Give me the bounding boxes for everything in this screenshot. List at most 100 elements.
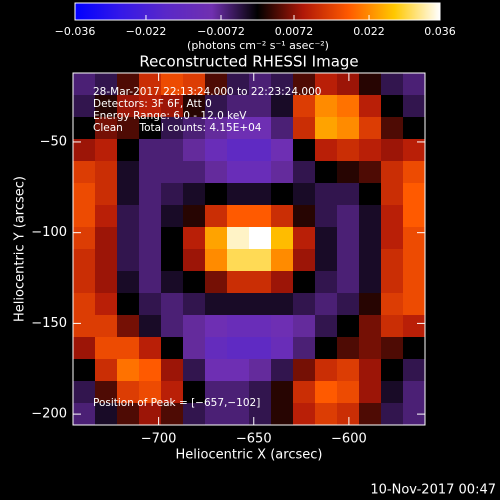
- heatmap-cell: [249, 359, 272, 382]
- heatmap-cell: [249, 315, 272, 338]
- heatmap-cell: [381, 249, 404, 272]
- heatmap-cell: [271, 205, 294, 228]
- heatmap-cell: [249, 337, 272, 360]
- heatmap-cell: [315, 249, 338, 272]
- heatmap-cell: [117, 139, 140, 162]
- chart-title: Reconstructed RHESSI Image: [139, 53, 358, 71]
- heatmap-cell: [249, 271, 272, 294]
- x-tick-label: −600: [331, 432, 367, 447]
- heatmap-cell: [403, 293, 426, 316]
- heatmap-cell: [227, 403, 250, 426]
- heatmap-cell: [183, 95, 206, 118]
- heatmap-cell: [227, 271, 250, 294]
- heatmap-cell: [337, 205, 360, 228]
- heatmap-cell: [381, 183, 404, 206]
- heatmap-cell: [205, 381, 228, 404]
- heatmap-cell: [117, 73, 140, 96]
- heatmap-cell: [249, 183, 272, 206]
- heatmap-cell: [359, 381, 382, 404]
- colorbar-tick-label: 0.036: [424, 25, 456, 38]
- heatmap-cell: [227, 95, 250, 118]
- heatmap-cell: [271, 73, 294, 96]
- heatmap-cell: [403, 271, 426, 294]
- heatmap-cell: [403, 381, 426, 404]
- heatmap-cell: [359, 271, 382, 294]
- heatmap-cell: [271, 183, 294, 206]
- heatmap-cell: [403, 205, 426, 228]
- heatmap-cell: [359, 359, 382, 382]
- heatmap-cell: [205, 205, 228, 228]
- heatmap-cell: [95, 337, 118, 360]
- heatmap-cell: [381, 403, 404, 426]
- heatmap-cell: [117, 381, 140, 404]
- heatmap-cell: [315, 337, 338, 360]
- heatmap-cell: [205, 293, 228, 316]
- heatmap-cell: [183, 117, 206, 140]
- heatmap-cell: [403, 183, 426, 206]
- heatmap-cell: [293, 359, 316, 382]
- heatmap-cell: [183, 205, 206, 228]
- heatmap-cell: [95, 249, 118, 272]
- heatmap-cell: [315, 359, 338, 382]
- heatmap-cell: [315, 271, 338, 294]
- x-tick-label: −700: [141, 432, 177, 447]
- heatmap-cell: [227, 139, 250, 162]
- heatmap-cell: [293, 161, 316, 184]
- heatmap-cell: [139, 205, 162, 228]
- heatmap-cell: [205, 183, 228, 206]
- y-tick-label: −100: [31, 225, 67, 240]
- heatmap-cell: [381, 315, 404, 338]
- heatmap-cell: [95, 271, 118, 294]
- heatmap-cell: [95, 117, 118, 140]
- heatmap-cell: [293, 293, 316, 316]
- heatmap-cell: [73, 183, 96, 206]
- heatmap-cell: [73, 73, 96, 96]
- heatmap-cell: [337, 183, 360, 206]
- heatmap-cell: [183, 403, 206, 426]
- heatmap-cell: [73, 315, 96, 338]
- heatmap-cell: [161, 139, 184, 162]
- heatmap-cell: [359, 293, 382, 316]
- plot-frame: [72, 72, 426, 426]
- heatmap-cell: [359, 205, 382, 228]
- heatmap-cell: [183, 293, 206, 316]
- heatmap-cell: [95, 293, 118, 316]
- colorbar-tick-label: −0.0072: [197, 25, 245, 38]
- heatmap-cell: [205, 337, 228, 360]
- heatmap-cell: [117, 359, 140, 382]
- heatmap-cell: [227, 337, 250, 360]
- heatmap-cell: [161, 205, 184, 228]
- heatmap-cell: [183, 249, 206, 272]
- heatmap-cell: [205, 139, 228, 162]
- heatmap-cell: [73, 95, 96, 118]
- heatmap-cell: [293, 95, 316, 118]
- heatmap-cell: [227, 227, 250, 250]
- heatmap-cell: [271, 227, 294, 250]
- heatmap-cell: [227, 161, 250, 184]
- heatmap-cell: [381, 73, 404, 96]
- heatmap-cell: [161, 359, 184, 382]
- heatmap-cell: [403, 161, 426, 184]
- heatmap-cell: [249, 73, 272, 96]
- heatmap-cell: [315, 403, 338, 426]
- heatmap-cell: [73, 161, 96, 184]
- heatmap-cell: [337, 117, 360, 140]
- heatmap-cell: [359, 249, 382, 272]
- heatmap-cell: [337, 315, 360, 338]
- heatmap-cell: [403, 337, 426, 360]
- x-tick-label: −650: [236, 432, 272, 447]
- heatmap-cell: [293, 249, 316, 272]
- heatmap-cell: [293, 227, 316, 250]
- heatmap-cell: [183, 139, 206, 162]
- y-tick-label: −150: [31, 316, 67, 331]
- heatmap-cell: [117, 403, 140, 426]
- heatmap-cell: [139, 73, 162, 96]
- heatmap-cell: [139, 161, 162, 184]
- colorbar-label: (photons cm⁻² s⁻¹ asec⁻²): [187, 39, 329, 52]
- heatmap-cell: [359, 73, 382, 96]
- heatmap-cell: [271, 271, 294, 294]
- heatmap-cell: [117, 293, 140, 316]
- heatmap-cell: [161, 315, 184, 338]
- y-tick-label: −200: [31, 407, 67, 422]
- heatmap-cell: [249, 227, 272, 250]
